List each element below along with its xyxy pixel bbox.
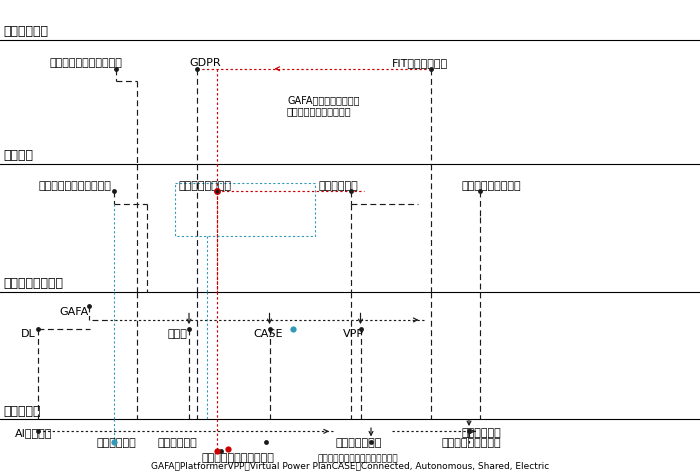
Text: VPP: VPP (343, 329, 364, 339)
Text: 脱・化石燃料: 脱・化石燃料 (318, 181, 358, 191)
Text: AI応用商品: AI応用商品 (15, 428, 52, 438)
Text: シェアリングエコノミー: シェアリングエコノミー (38, 181, 111, 191)
Text: 一般家庭用サービス: 一般家庭用サービス (441, 438, 500, 448)
Text: 生分解性プラ: 生分解性プラ (462, 428, 502, 438)
Text: GAFA：PlatformerVPP：Virtual Power PlanCASE：Connected, Autonomous, Shared, Electri: GAFA：PlatformerVPP：Virtual Power PlanCAS… (151, 461, 549, 470)
Text: 環境問題（脱プラ）: 環境問題（脱プラ） (462, 181, 522, 191)
Text: GDPR: GDPR (189, 58, 220, 68)
Text: CASE: CASE (253, 329, 283, 339)
Text: 社会風土: 社会風土 (4, 149, 34, 162)
Text: 社会システム: 社会システム (4, 26, 48, 38)
Text: DL: DL (21, 329, 36, 339)
Text: プラットフォーム: プラットフォーム (4, 277, 64, 290)
Text: FIT契約期限切れ: FIT契約期限切れ (392, 58, 448, 68)
Text: GAFA: GAFA (60, 307, 89, 317)
Text: ブロッキング: ブロッキング (158, 438, 197, 448)
Text: ライドシェア: ライドシェア (97, 438, 136, 448)
Text: データエコノミー: データエコノミー (178, 181, 232, 191)
Text: ターゲティング広告収入: ターゲティング広告収入 (202, 453, 274, 463)
Text: 太陽光パネル（コモディティ化）: 太陽光パネル（コモディティ化） (317, 454, 398, 463)
Text: 再生エネルギー: 再生エネルギー (336, 438, 382, 448)
Text: プロダクト: プロダクト (4, 405, 41, 418)
Text: 蓄電池: 蓄電池 (168, 329, 188, 339)
Text: 国家資本主義（補助金）: 国家資本主義（補助金） (49, 58, 122, 68)
Text: GAFAの収入源であるタ
ーゲティング広告に打撃: GAFAの収入源であるタ ーゲティング広告に打撃 (287, 95, 360, 117)
